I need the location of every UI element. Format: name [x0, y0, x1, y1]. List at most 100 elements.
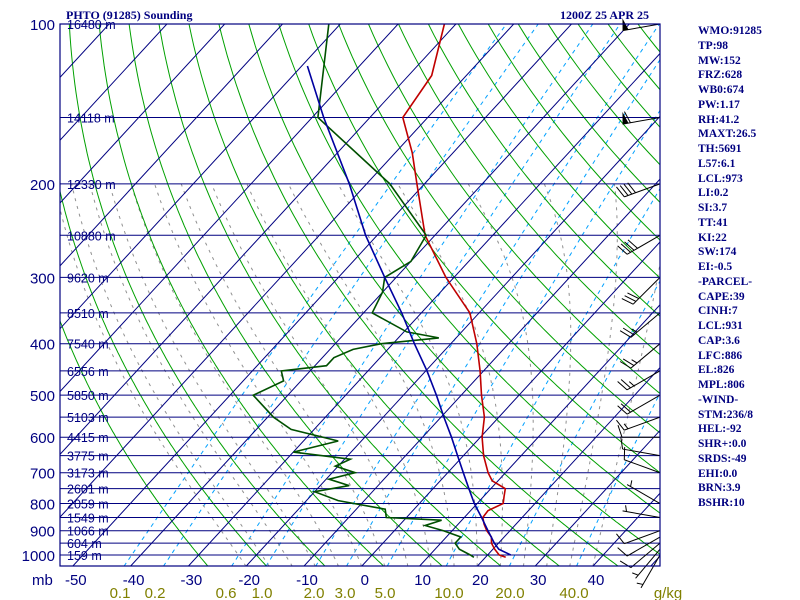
dewpoint-profile: [251, 24, 475, 558]
wind-barb-staff: [624, 530, 661, 545]
isotherm-line: [476, 366, 660, 566]
wind-barb-full: [616, 186, 625, 198]
wind-barb: [620, 436, 661, 457]
wind-barb-half: [636, 582, 644, 585]
mixing-ratio-line: [346, 58, 660, 566]
moist-adiabat-line: [246, 183, 432, 566]
mixing-ratio-label: 40.0: [559, 585, 588, 600]
wind-barb: [632, 548, 661, 579]
index-item: L57:6.1: [698, 157, 736, 170]
height-label: 2601 m: [67, 483, 109, 497]
wind-barb: [626, 480, 661, 504]
index-item: TP:98: [698, 39, 729, 52]
isotherm-line: [0, 12, 62, 566]
wind-barb-staff: [624, 459, 661, 474]
index-item: -WIND-: [698, 393, 739, 406]
wind-barb-full: [619, 330, 632, 338]
wind-barb-full: [619, 361, 632, 369]
index-item: LCL:931: [698, 320, 743, 332]
mixing-ratio-label: 5.0: [375, 585, 396, 600]
index-item: LFC:886: [698, 349, 743, 362]
isotherm-line: [534, 429, 660, 566]
wind-barb-staff: [624, 416, 661, 431]
isotherm-line: [303, 178, 660, 566]
wind-barb-full: [616, 419, 625, 431]
dry-adiabat-line: [487, 24, 660, 241]
wind-barbs: [616, 18, 661, 589]
index-item: EL:826: [698, 364, 735, 377]
index-item: BSHR:10: [698, 497, 745, 509]
plot-frame: [59, 23, 661, 567]
moist-adiabat-line: [154, 183, 363, 566]
temperature-tick-label: -10: [296, 572, 318, 589]
mixing-ratio-label: 0.2: [145, 585, 166, 600]
wind-barb: [622, 505, 661, 519]
isotherms: [0, 12, 660, 566]
isotherm-line: [60, 24, 457, 456]
temperature-tick-label: 20: [472, 572, 489, 589]
pressure-tick-label: 300: [30, 270, 55, 287]
index-item: LI:0.2: [698, 187, 729, 200]
mixing-ratio-units: g/kg: [654, 585, 682, 600]
wind-barb-full: [622, 327, 635, 336]
wind-barb: [617, 234, 661, 255]
pressure-tick-label: 200: [30, 177, 55, 194]
wind-barb-full: [617, 405, 628, 415]
moist-adiabat-line: [89, 183, 293, 566]
temperature-tick-label: -20: [238, 572, 260, 589]
temperature-tick-label: -40: [123, 572, 145, 589]
index-item: CINH:7: [698, 305, 738, 318]
wind-barb: [617, 370, 661, 391]
moist-adiabat-line: [60, 206, 247, 566]
isobars: [60, 24, 660, 556]
pressure-tick-label: 700: [30, 466, 55, 483]
isotherm-line: [60, 24, 168, 141]
wind-barb-full: [619, 185, 629, 196]
wind-barb-staff: [626, 370, 661, 391]
index-item: SW:174: [698, 246, 737, 259]
moist-adiabat-line: [467, 183, 534, 566]
mixing-ratio-line: [576, 392, 660, 566]
wind-barb: [622, 111, 661, 125]
isotherm-line: [0, 12, 4, 566]
index-item: KI:22: [698, 231, 727, 244]
index-item: -PARCEL-: [698, 275, 753, 288]
pressure-tick-label: 900: [30, 524, 55, 541]
index-item: WMO:91285: [698, 25, 762, 37]
wind-barb: [617, 425, 660, 438]
height-label: 16480 m: [67, 18, 116, 32]
dry-adiabat-line: [427, 24, 660, 317]
dry-adiabat-line: [367, 24, 660, 395]
dry-adiabat-line: [278, 24, 660, 514]
index-item: CAP:3.6: [698, 334, 740, 347]
mixing-ratio-line: [265, 24, 621, 566]
dry-adiabat-line: [397, 24, 660, 356]
dry-adiabat-line: [68, 24, 326, 566]
station-title: PHTO (91285) Sounding: [66, 8, 193, 22]
index-item: MW:152: [698, 54, 741, 67]
temperature-profile: [401, 24, 507, 559]
moist-adiabat-line: [211, 183, 409, 566]
height-label: 5103 m: [67, 411, 109, 425]
temperature-tick-label: -50: [65, 572, 87, 589]
isotherm-line: [361, 241, 660, 566]
stability-indices-list: WMO:91285 TP:98 MW:152 FRZ:628 WB0:674 PW:1.1…: [698, 24, 762, 511]
pressure-tick-label: 1000: [22, 548, 55, 565]
wind-barb: [616, 416, 661, 431]
dry-adiabat-line: [98, 24, 385, 566]
wind-barb-half: [631, 328, 638, 333]
wind-barb-full: [620, 243, 631, 253]
wind-barb-full: [623, 183, 633, 195]
isotherm-line: [60, 24, 515, 518]
height-label: 6556 m: [67, 365, 109, 379]
wind-barb-full: [620, 403, 631, 413]
dry-adiabat-line: [188, 24, 560, 566]
index-item: STM:236/8: [698, 408, 753, 421]
sounding-profiles: [251, 24, 512, 559]
index-item: WB0:674: [698, 84, 744, 96]
wind-barb: [617, 394, 661, 415]
isotherm-line: [60, 24, 284, 267]
wind-barb-full: [617, 245, 628, 255]
mixing-ratio-label: 20.0: [495, 585, 524, 600]
mixing-ratio-line: [162, 24, 539, 566]
